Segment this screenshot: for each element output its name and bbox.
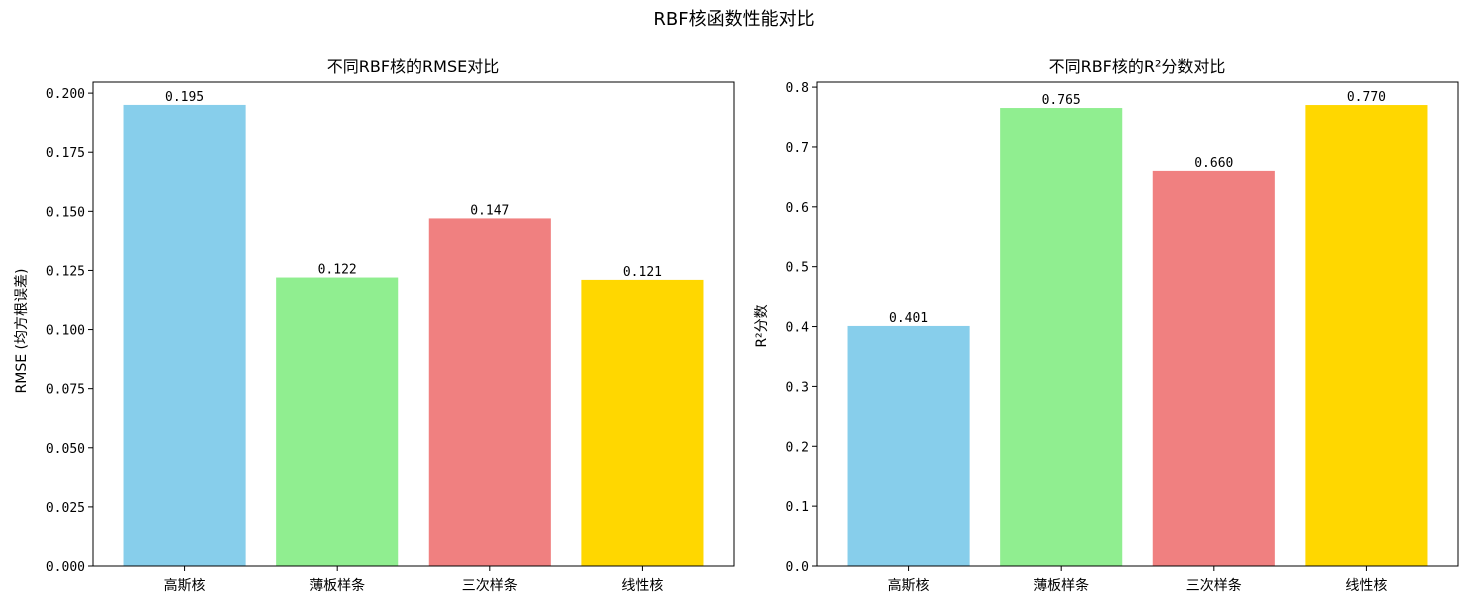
- rmse-bar-value-label: 0.121: [623, 265, 662, 280]
- r2-ytick-label: 0.2: [786, 440, 809, 455]
- rmse-bar-value-label: 0.147: [470, 203, 509, 218]
- rmse-category-label: 线性核: [621, 578, 663, 594]
- rmse-ytick-label: 0.200: [46, 87, 85, 102]
- r2-bar: [847, 325, 970, 566]
- rmse-ytick-label: 0.150: [46, 205, 85, 220]
- rmse-bar: [428, 218, 551, 566]
- rmse-ytick-label: 0.050: [46, 442, 85, 457]
- r2-ytick-label: 0.1: [786, 500, 809, 515]
- rmse-ytick-label: 0.075: [46, 383, 85, 398]
- r2-bar-value-label: 0.770: [1347, 90, 1386, 105]
- r2-ytick-label: 0.3: [786, 380, 809, 395]
- r2-bar-value-label: 0.660: [1194, 156, 1233, 171]
- r2-chart-ylabel: R²分数: [754, 304, 770, 347]
- rmse-bar-value-label: 0.122: [318, 263, 357, 278]
- rmse-ytick-label: 0.000: [46, 560, 85, 575]
- rmse-chart-title: 不同RBF核的RMSE对比: [327, 57, 500, 76]
- rmse-ytick-label: 0.025: [46, 501, 85, 516]
- figure-title: RBF核函数性能对比: [653, 9, 814, 30]
- r2-ytick-label: 0.6: [786, 201, 809, 216]
- r2-category-label: 薄板样条: [1033, 577, 1089, 594]
- r2-bar-value-label: 0.401: [889, 311, 928, 326]
- r2-ytick-label: 0.0: [786, 560, 809, 575]
- r2-ytick-label: 0.5: [786, 261, 809, 276]
- r2-ytick-label: 0.8: [786, 81, 809, 96]
- rmse-ytick-label: 0.175: [46, 146, 85, 161]
- rmse-ytick-label: 0.125: [46, 264, 85, 279]
- rmse-category-label: 高斯核: [164, 577, 206, 594]
- rmse-chart: 不同RBF核的RMSE对比 RMSE (均方根误差) 0.000 0.025 0.0…: [14, 57, 735, 594]
- r2-chart-title: 不同RBF核的R²分数对比: [1049, 57, 1226, 76]
- r2-ytick-label: 0.4: [786, 321, 810, 336]
- r2-ytick-label: 0.7: [786, 141, 809, 156]
- rmse-bar: [276, 277, 399, 566]
- rmse-bar: [123, 104, 246, 566]
- r2-bar: [1152, 170, 1275, 567]
- rmse-category-label: 三次样条: [462, 577, 518, 594]
- rmse-chart-ylabel: RMSE (均方根误差): [14, 269, 30, 394]
- rmse-ytick-label: 0.100: [46, 324, 85, 339]
- r2-category-label: 三次样条: [1186, 577, 1242, 594]
- r2-bar-value-label: 0.765: [1042, 93, 1081, 108]
- rmse-bar: [581, 279, 704, 566]
- r2-bar: [1305, 105, 1428, 567]
- rmse-category-label: 薄板样条: [309, 577, 365, 594]
- r2-bar: [1000, 108, 1123, 566]
- r2-category-label: 高斯核: [888, 577, 930, 594]
- r2-chart: 不同RBF核的R²分数对比 R²分数 0.0 0.1 0.2 0.3 0.4 0.5 0.6…: [754, 57, 1459, 594]
- rmse-bar-value-label: 0.195: [165, 90, 204, 105]
- r2-category-label: 线性核: [1345, 578, 1387, 594]
- rmse-chart-frame: [92, 81, 735, 567]
- r2-chart-frame: [816, 81, 1459, 567]
